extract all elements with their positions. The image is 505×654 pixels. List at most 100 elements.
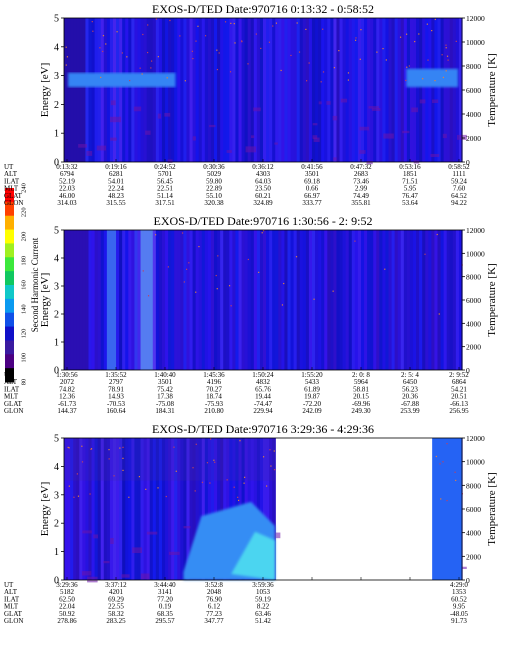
heatmap-cell	[302, 18, 307, 162]
table-cell: 229.94	[253, 407, 273, 415]
table-cell: 1:55:20	[301, 371, 323, 379]
heatmap-cell	[103, 560, 110, 564]
heatmap-cell	[409, 18, 414, 162]
heatmap-cell	[82, 438, 87, 580]
heatmap-speckle	[262, 456, 265, 458]
heatmap-speckle	[121, 52, 123, 54]
table-row-label: ALT	[4, 378, 18, 386]
table-cell: 64.52	[451, 192, 467, 200]
heatmap-cell	[186, 18, 191, 162]
heatmap-speckle	[454, 471, 456, 473]
heatmap-cell	[79, 438, 83, 580]
table-cell: -70.53	[107, 400, 126, 408]
table-cell: 53.64	[402, 199, 418, 207]
heatmap-speckle	[165, 495, 167, 498]
y2-tick-label: 6000	[466, 505, 481, 514]
table-cell: -74.47	[254, 400, 273, 408]
heatmap-cell	[214, 438, 218, 580]
heatmap-cell	[293, 230, 298, 370]
heatmap-speckle	[91, 21, 93, 23]
heatmap-cell	[82, 230, 87, 370]
heatmap-speckle	[184, 80, 186, 82]
heatmap-cell	[425, 18, 429, 162]
y2-tick-label: 10000	[466, 458, 485, 467]
heatmap-cell	[376, 18, 380, 162]
heatmap-speckle	[440, 498, 442, 500]
heatmap-cell	[388, 18, 393, 162]
y2-tick-label: 0	[466, 576, 470, 585]
heatmap-cell	[177, 18, 181, 162]
heatmap-speckle	[347, 72, 350, 74]
heatmap-speckle	[209, 482, 211, 484]
table-cell: 54.21	[451, 385, 467, 393]
table-row-label: MLT	[4, 185, 19, 193]
heatmap-speckle	[269, 449, 271, 451]
heatmap-cell	[112, 230, 117, 370]
y-axis-label: Energy [eV]	[39, 273, 51, 327]
colorbar-swatch	[5, 298, 14, 314]
table-cell: 76.47	[402, 192, 418, 200]
heatmap-speckle	[166, 77, 168, 79]
heatmap-cell	[161, 18, 166, 162]
heatmap-speckle	[272, 25, 274, 27]
heatmap-cell	[299, 230, 304, 370]
heatmap-cell	[110, 100, 116, 106]
panel-title: EXOS-D/TED Date:970716 1:30:56 - 2: 9:52	[154, 214, 373, 228]
heatmap-cell	[259, 230, 264, 370]
panels: EXOS-D/TED Date:970716 0:13:32 - 0:58:52…	[4, 2, 498, 625]
heatmap-cell	[455, 230, 460, 370]
table-cell: 74.49	[353, 192, 369, 200]
table-cell: 51.42	[255, 617, 271, 625]
heatmap-cell	[229, 230, 233, 370]
heatmap-cell	[128, 18, 132, 162]
heatmap-cell	[152, 18, 157, 162]
heatmap-speckle	[195, 443, 197, 445]
heatmap-cell	[112, 438, 117, 580]
table-cell: -61.73	[58, 400, 77, 408]
heatmap-speckle	[216, 49, 218, 51]
heatmap-cell	[217, 18, 221, 162]
heatmap-cell	[109, 18, 114, 162]
table-cell: 52.19	[59, 177, 75, 185]
heatmap-cell	[324, 18, 328, 162]
heatmap-cell	[207, 230, 212, 370]
heatmap-cell	[201, 438, 206, 580]
heatmap-speckle	[142, 33, 144, 36]
heatmap-cell	[397, 230, 402, 370]
heatmap-speckle	[281, 304, 284, 306]
colorbar-tick-label: 140	[20, 304, 27, 314]
heatmap-speckle	[354, 39, 357, 41]
y-tick-label: 2	[54, 310, 59, 321]
y2-tick-label: 4000	[466, 319, 481, 328]
heatmap-cell	[403, 230, 408, 370]
heatmap-cell	[409, 230, 414, 370]
heatmap-cell	[340, 98, 348, 103]
heatmap-cell	[321, 18, 325, 162]
table-row-label: GLAT	[4, 610, 23, 618]
heatmap-speckle	[226, 479, 228, 481]
table-cell: 19.44	[255, 393, 271, 401]
heatmap-cell	[443, 18, 448, 162]
table-cell: 144.37	[57, 407, 77, 415]
heatmap-cell	[376, 230, 380, 370]
table-cell: 62.50	[59, 595, 75, 603]
heatmap-cell	[103, 18, 108, 162]
heatmap-cell	[165, 438, 169, 580]
heatmap-cell	[100, 18, 105, 162]
heatmap-speckle	[122, 469, 124, 472]
table-cell: 4196	[207, 378, 222, 386]
heatmap-speckle	[275, 22, 278, 24]
heatmap-cell	[336, 230, 341, 370]
heatmap-speckle	[261, 232, 263, 234]
heatmap-cell	[305, 18, 310, 162]
table-cell: 3:44:40	[154, 581, 176, 589]
heatmap-cell	[379, 230, 383, 370]
heatmap-cell	[112, 18, 117, 162]
heatmap-speckle	[347, 79, 349, 81]
table-cell: 63.46	[255, 610, 271, 618]
heatmap-cell	[183, 438, 188, 580]
heatmap-speckle	[384, 268, 386, 270]
heatmap-cell	[327, 18, 331, 162]
heatmap-speckle	[191, 50, 194, 52]
heatmap-cell	[76, 438, 80, 580]
